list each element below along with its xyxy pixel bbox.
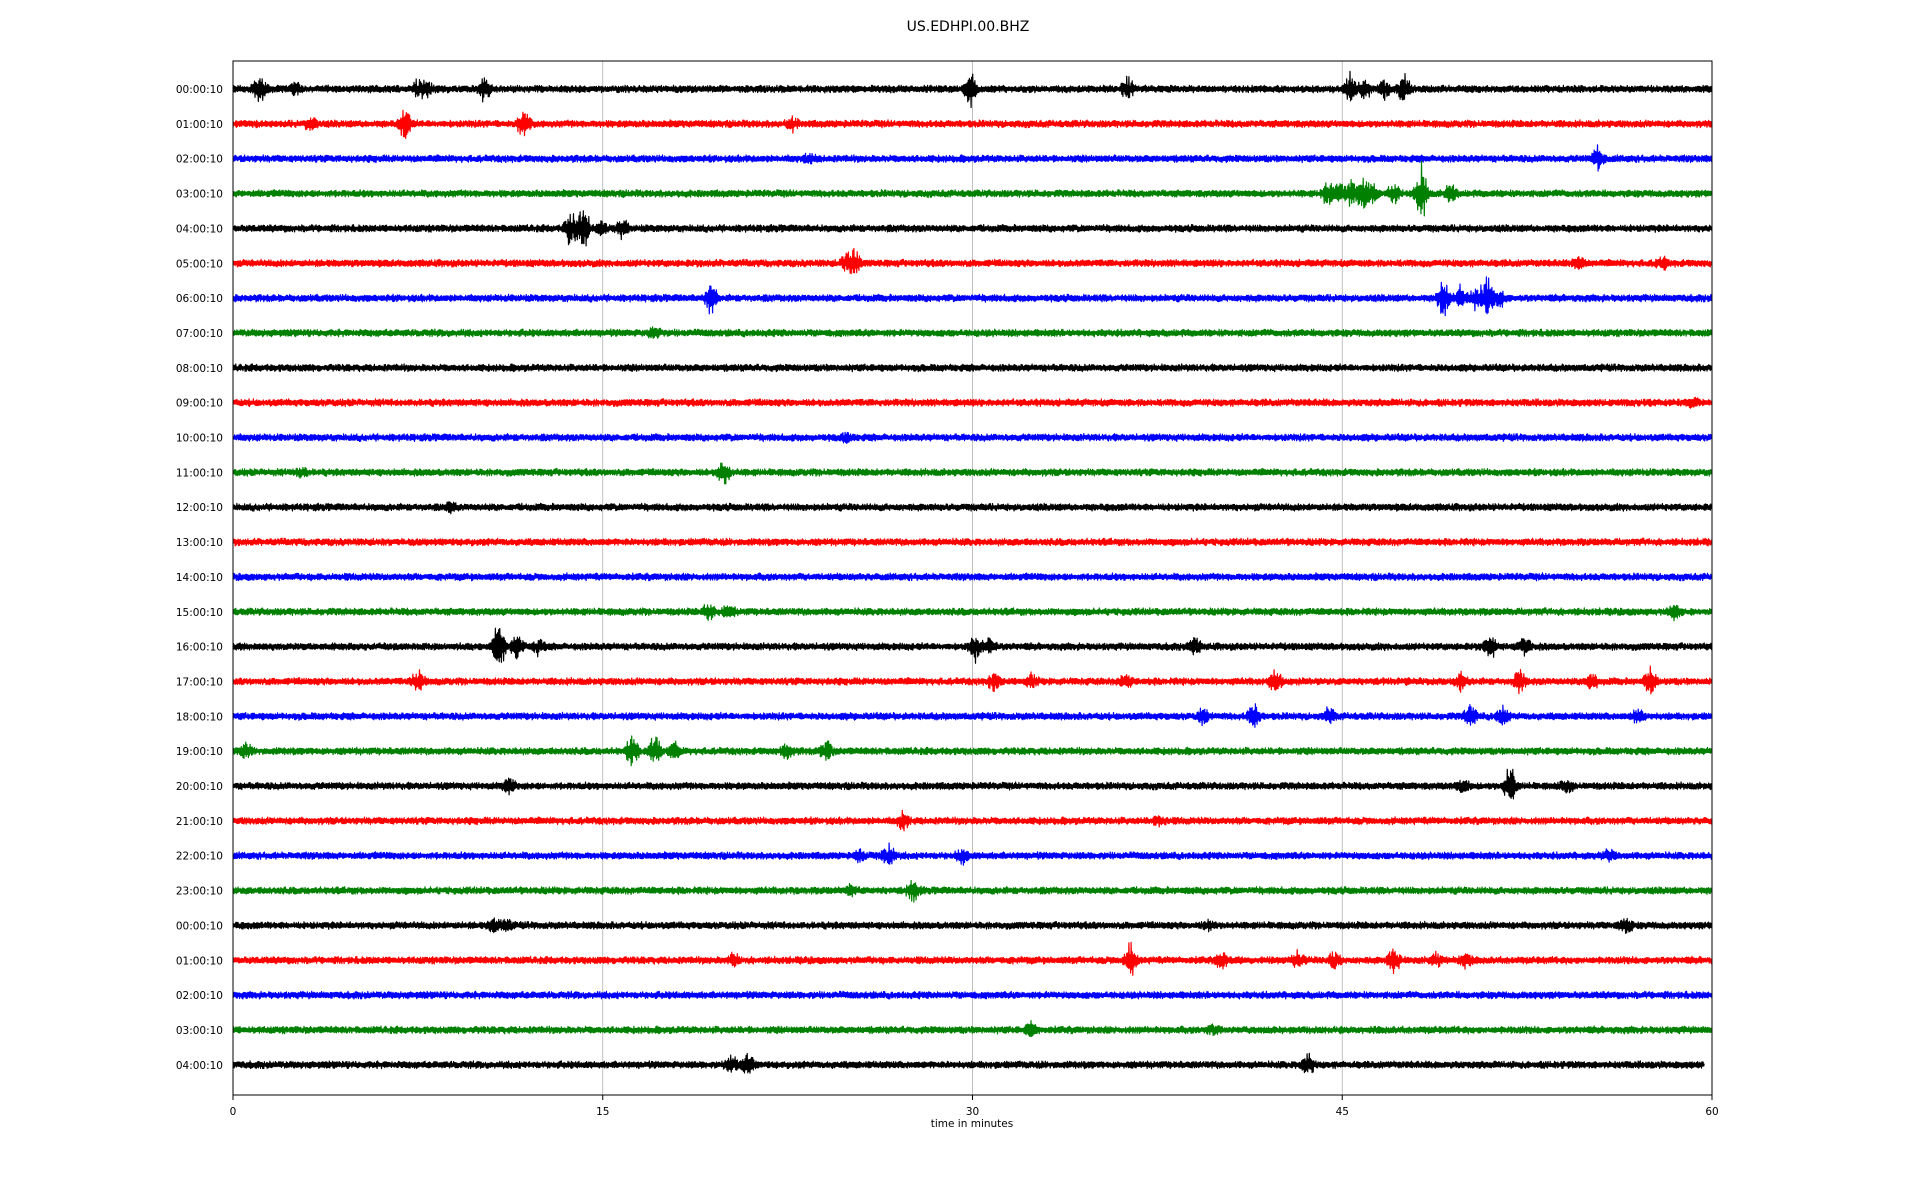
trace-row-5 [232, 210, 1713, 247]
row-label-17: 16:00:10 [176, 642, 223, 654]
row-label-24: 23:00:10 [176, 886, 223, 898]
row-label-20: 19:00:10 [176, 746, 223, 758]
x-tick-label-0: 0 [230, 1106, 237, 1118]
row-label-8: 07:00:10 [176, 328, 223, 340]
row-label-23: 22:00:10 [176, 851, 223, 863]
row-label-12: 11:00:10 [176, 467, 223, 479]
row-label-15: 14:00:10 [176, 572, 223, 584]
trace-row-16 [232, 603, 1713, 622]
row-label-19: 18:00:10 [176, 711, 223, 723]
row-label-4: 03:00:10 [176, 189, 223, 201]
row-label-10: 09:00:10 [176, 398, 223, 410]
trace-row-22 [232, 809, 1713, 832]
trace-row-26 [232, 941, 1713, 977]
trace-row-19 [232, 703, 1713, 728]
row-label-7: 06:00:10 [176, 293, 223, 305]
trace-row-17 [232, 627, 1713, 664]
trace-row-9 [232, 363, 1713, 373]
row-label-9: 08:00:10 [176, 363, 223, 375]
trace-row-6 [232, 247, 1713, 275]
trace-row-10 [232, 396, 1713, 409]
trace-row-24 [232, 879, 1713, 903]
trace-row-13 [232, 501, 1713, 515]
x-tick-label-30: 30 [966, 1106, 979, 1118]
row-label-2: 01:00:10 [176, 119, 223, 131]
row-label-22: 21:00:10 [176, 816, 223, 828]
trace-row-11 [232, 431, 1713, 445]
row-label-18: 17:00:10 [176, 676, 223, 688]
trace-row-23 [232, 842, 1713, 866]
x-axis-ticks: 0 15 30 45 60 [230, 1095, 1719, 1118]
trace-row-3 [232, 144, 1713, 172]
row-label-28: 03:00:10 [176, 1025, 223, 1037]
trace-row-8 [232, 326, 1713, 339]
row-label-11: 10:00:10 [176, 433, 223, 445]
trace-row-2 [232, 109, 1713, 139]
row-label-1: 00:00:10 [176, 84, 223, 96]
row-time-labels: 00:00:10 01:00:10 02:00:10 03:00:10 04:00:10… [176, 84, 223, 1072]
x-tick-label-60: 60 [1705, 1106, 1718, 1118]
row-label-16: 15:00:10 [176, 607, 223, 619]
row-label-3: 02:00:10 [176, 154, 223, 166]
trace-row-14 [232, 537, 1713, 547]
x-tick-label-15: 15 [596, 1106, 609, 1118]
seismic-traces [232, 70, 1713, 1074]
trace-row-20 [232, 735, 1713, 767]
trace-row-27 [232, 990, 1713, 1000]
row-label-27: 02:00:10 [176, 990, 223, 1002]
row-label-25: 00:00:10 [176, 920, 223, 932]
row-label-29: 04:00:10 [176, 1060, 223, 1072]
row-label-5: 04:00:10 [176, 223, 223, 235]
trace-row-7 [232, 276, 1713, 317]
chart-title: US.EDHPI.00.BHZ [907, 19, 1030, 35]
trace-row-1 [232, 70, 1713, 109]
trace-row-12 [232, 462, 1713, 485]
x-axis-label: time in minutes [931, 1118, 1013, 1130]
trace-row-29 [232, 1052, 1705, 1074]
x-tick-label-45: 45 [1336, 1106, 1349, 1118]
trace-row-15 [232, 572, 1713, 582]
row-label-21: 20:00:10 [176, 781, 223, 793]
trace-row-4 [232, 160, 1713, 217]
trace-row-18 [232, 665, 1713, 695]
row-label-26: 01:00:10 [176, 955, 223, 967]
row-label-6: 05:00:10 [176, 258, 223, 270]
trace-row-21 [232, 768, 1713, 800]
row-label-13: 12:00:10 [176, 502, 223, 514]
trace-row-25 [232, 917, 1713, 934]
row-label-14: 13:00:10 [176, 537, 223, 549]
trace-row-28 [232, 1019, 1713, 1038]
